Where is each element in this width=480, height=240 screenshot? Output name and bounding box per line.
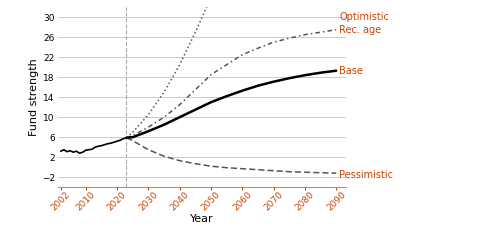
Y-axis label: Fund strength: Fund strength [29,58,39,136]
X-axis label: Year: Year [190,214,214,224]
Text: Optimistic: Optimistic [339,12,389,22]
Text: Pessimistic: Pessimistic [339,170,393,180]
Text: Base: Base [339,66,363,76]
Text: Rec. age: Rec. age [339,25,382,35]
